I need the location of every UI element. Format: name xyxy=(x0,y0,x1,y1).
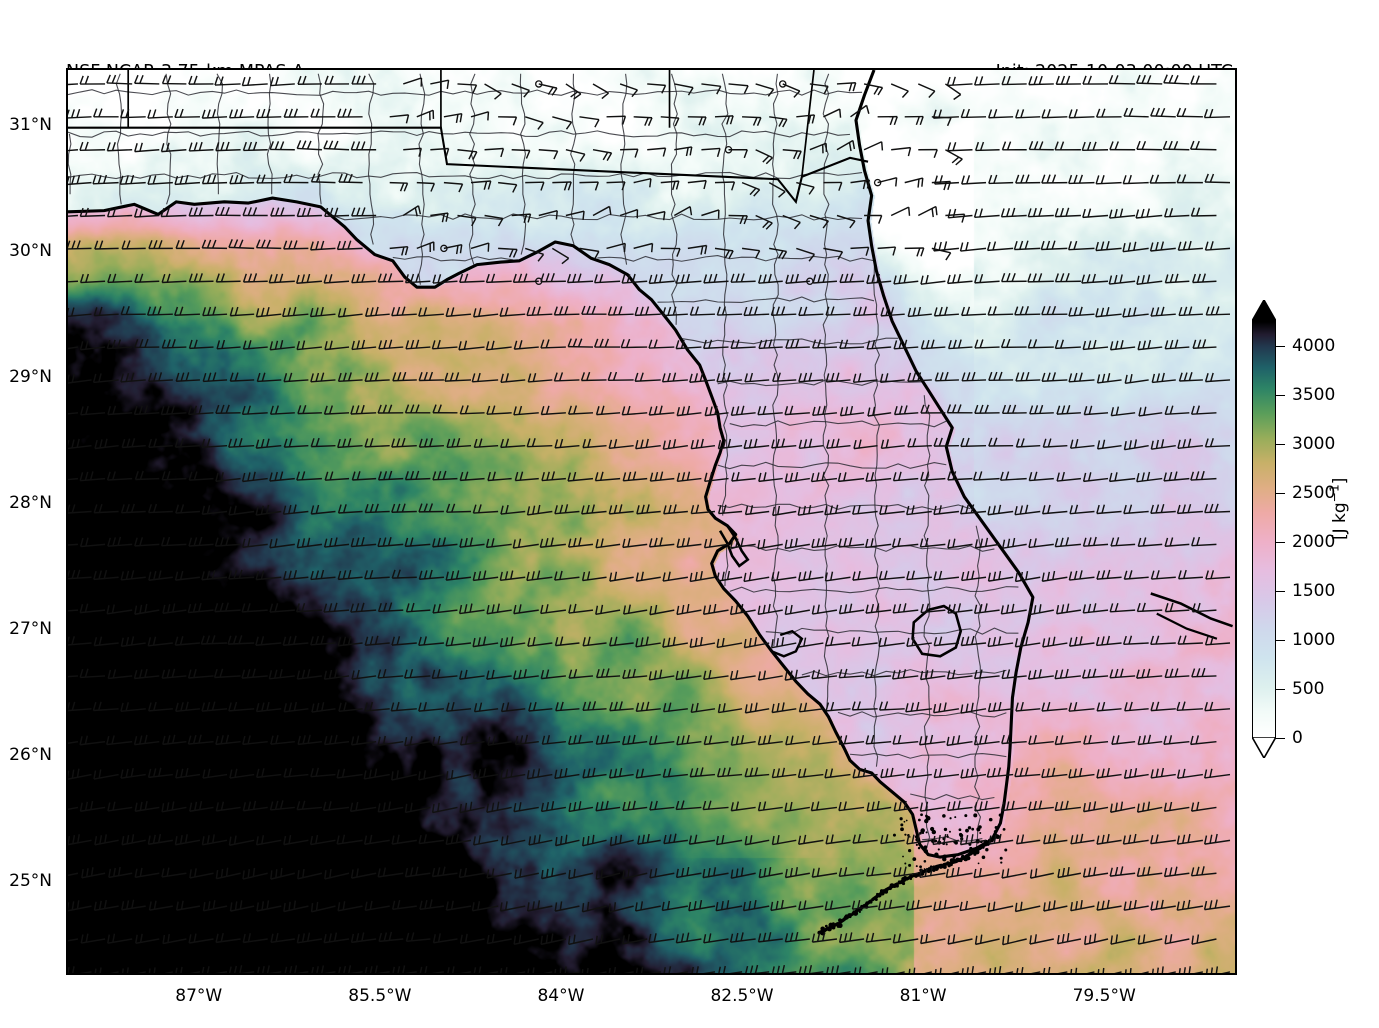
colorbar-unit-exponent: −1 xyxy=(1327,484,1342,503)
colorbar-tick-mark-0 xyxy=(1276,345,1285,347)
colorbar-unit-suffix: ] xyxy=(1330,477,1350,485)
colorbar-tick-mark-6 xyxy=(1276,639,1285,641)
colorbar-tick-label-6: 1000 xyxy=(1292,629,1336,650)
colorbar-tick-mark-7 xyxy=(1276,688,1285,690)
colorbar-over-arrow xyxy=(1252,300,1276,321)
lat-tick-6: 25°N xyxy=(9,870,52,891)
lat-tick-5: 26°N xyxy=(9,744,52,765)
colorbar-tick-mark-1 xyxy=(1276,394,1285,396)
colorbar-gradient xyxy=(1252,321,1276,738)
colorbar-tick-label-3: 2500 xyxy=(1292,482,1336,503)
wind-barb-overlay xyxy=(68,74,1231,973)
lat-tick-2: 29°N xyxy=(9,366,52,387)
lon-tick-3: 82.5°W xyxy=(710,986,774,1006)
colorbar-unit-prefix: [J kg xyxy=(1330,502,1350,540)
geography-overlay xyxy=(68,70,1234,936)
colorbar-tick-label-2: 3000 xyxy=(1292,433,1336,454)
lon-tick-1: 85.5°W xyxy=(348,986,412,1006)
map-layers xyxy=(68,70,1235,973)
lon-tick-4: 81°W xyxy=(899,986,947,1006)
colorbar[interactable]: 4000 3500 3000 2500 2000 1500 1000 500 0 xyxy=(1252,300,1335,758)
colorbar-under-arrow xyxy=(1252,737,1276,758)
colorbar-tick-label-4: 2000 xyxy=(1292,531,1336,552)
colorbar-tick-label-0: 4000 xyxy=(1292,335,1336,356)
lon-tick-0: 87°W xyxy=(175,986,223,1006)
colorbar-tick-mark-8 xyxy=(1276,738,1285,739)
lon-tick-5: 79.5°W xyxy=(1072,986,1136,1006)
lat-tick-1: 30°N xyxy=(9,240,52,261)
colorbar-tick-labels: 4000 3500 3000 2500 2000 1500 1000 500 0 xyxy=(1252,300,1379,758)
colorbar-tick-label-1: 3500 xyxy=(1292,384,1336,405)
colorbar-tick-label-8: 0 xyxy=(1292,728,1303,748)
colorbar-tick-label-7: 500 xyxy=(1292,678,1325,699)
lat-tick-4: 27°N xyxy=(9,618,52,639)
colorbar-tick-label-5: 1500 xyxy=(1292,580,1336,601)
colorbar-tick-mark-4 xyxy=(1276,541,1285,543)
colorbar-unit-label: [J kg−1] xyxy=(1327,477,1350,540)
lat-tick-0: 31°N xyxy=(9,114,52,135)
cape-field-raster xyxy=(68,70,1235,973)
map-axes[interactable] xyxy=(66,68,1237,975)
lon-tick-2: 84°W xyxy=(537,986,585,1006)
colorbar-tick-mark-5 xyxy=(1276,590,1285,592)
latitude-tick-labels: 31°N 30°N 29°N 28°N 27°N 26°N 25°N xyxy=(0,0,60,1028)
colorbar-tick-mark-2 xyxy=(1276,443,1285,445)
lat-tick-3: 28°N xyxy=(9,492,52,513)
colorbar-tick-mark-3 xyxy=(1276,492,1285,494)
